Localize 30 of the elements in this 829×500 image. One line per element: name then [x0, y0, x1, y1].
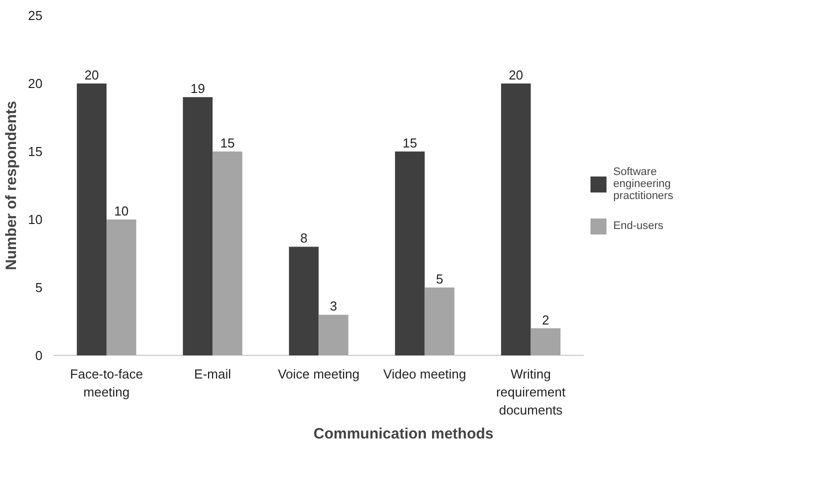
bar — [182, 97, 213, 356]
x-tick-label: Voice meeting — [278, 366, 360, 382]
y-tick-label: 5 — [35, 280, 43, 295]
x-tick-label: E-mail — [194, 366, 232, 382]
x-axis-title: Communication methods — [313, 426, 494, 442]
y-tick-label: 25 — [28, 8, 43, 23]
data-label: 15 — [220, 136, 235, 150]
data-label: 20 — [508, 68, 524, 82]
bar — [501, 84, 531, 356]
legend-label: Software engineering practitioners — [613, 166, 674, 202]
data-label: 19 — [190, 81, 205, 96]
y-tick-label: 15 — [28, 144, 43, 159]
data-label: 2 — [542, 312, 550, 328]
x-tick-label: Writing requirement documents — [496, 366, 566, 418]
data-label: 10 — [114, 204, 129, 218]
y-tick-label: 0 — [35, 348, 43, 363]
y-tick-label: 20 — [28, 76, 43, 91]
x-tick-label: Video meeting — [383, 366, 466, 382]
bar — [288, 246, 319, 356]
data-label: 20 — [84, 68, 99, 82]
bar — [395, 152, 425, 356]
y-tick-label: 10 — [28, 212, 43, 227]
bar — [76, 84, 107, 356]
data-label: 5 — [436, 272, 444, 286]
y-axis-title: Number of respondents — [3, 100, 20, 270]
x-tick-label: Face-to-face meeting — [70, 366, 144, 400]
data-label: 3 — [330, 298, 338, 314]
data-label: 15 — [402, 136, 418, 150]
data-label: 8 — [300, 230, 308, 246]
legend-label: End-users — [613, 220, 664, 232]
